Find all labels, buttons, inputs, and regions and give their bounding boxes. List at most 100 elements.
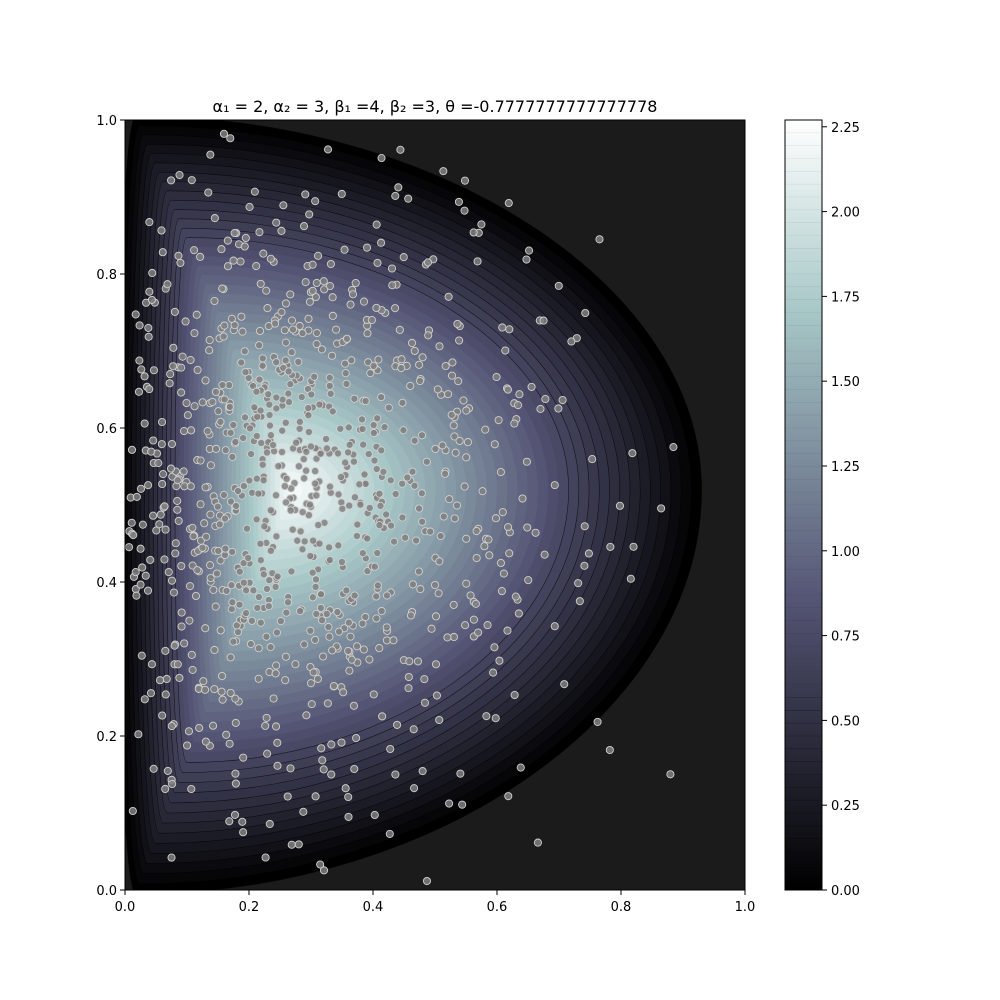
- scatter-point: [249, 586, 258, 595]
- scatter-point: [580, 561, 589, 570]
- scatter-point: [304, 411, 313, 420]
- scatter-point: [184, 727, 193, 736]
- scatter-point: [337, 189, 346, 199]
- scatter-point: [356, 500, 365, 509]
- scatter-point: [226, 653, 235, 662]
- scatter-point: [252, 474, 261, 483]
- scatter-point: [541, 394, 550, 404]
- scatter-point: [560, 680, 569, 689]
- scatter-point: [369, 361, 378, 370]
- scatter-point: [238, 327, 247, 336]
- scatter-point: [218, 380, 227, 390]
- colorbar-tick-label: 1.50: [831, 375, 860, 390]
- scatter-point: [134, 730, 143, 739]
- scatter-point: [175, 170, 184, 180]
- scatter-point: [497, 587, 506, 596]
- scatter-point: [288, 325, 298, 334]
- y-tick-label: 0.0: [96, 884, 117, 899]
- scatter-point: [477, 220, 486, 229]
- scatter-point: [183, 741, 192, 750]
- scatter-point: [312, 278, 321, 288]
- scatter-point: [319, 765, 328, 774]
- scatter-point: [377, 154, 386, 163]
- scatter-point: [443, 633, 452, 642]
- scatter-point: [272, 393, 281, 402]
- scatter-point: [131, 310, 140, 319]
- scatter-point: [333, 449, 343, 458]
- scatter-point: [414, 567, 423, 576]
- scatter-point: [581, 308, 590, 318]
- scatter-point: [350, 394, 359, 403]
- scatter-point: [567, 337, 576, 346]
- scatter-point: [252, 262, 261, 271]
- scatter-point: [241, 233, 250, 243]
- scatter-point: [157, 417, 167, 427]
- scatter-point: [190, 329, 199, 338]
- scatter-point: [483, 621, 492, 630]
- scatter-point: [455, 436, 464, 446]
- scatter-point: [342, 586, 351, 595]
- scatter-point: [256, 539, 265, 548]
- scatter-point: [161, 525, 170, 534]
- scatter-point: [157, 440, 166, 449]
- scatter-point: [334, 541, 343, 550]
- scatter-point: [161, 690, 170, 699]
- scatter-point: [531, 528, 540, 537]
- scatter-point: [220, 514, 230, 523]
- scatter-point: [367, 315, 376, 325]
- scatter-point: [382, 623, 391, 632]
- scatter-point: [293, 536, 302, 545]
- scatter-point: [491, 714, 500, 723]
- scatter-point: [173, 496, 182, 505]
- scatter-point: [220, 321, 229, 330]
- scatter-point: [233, 487, 243, 496]
- scatter-point: [316, 590, 326, 599]
- scatter-point: [339, 688, 348, 697]
- scatter-point: [160, 555, 169, 564]
- scatter-point: [165, 379, 174, 388]
- scatter-point: [455, 336, 464, 345]
- scatter-point: [256, 618, 265, 627]
- scatter-point: [328, 407, 337, 416]
- scatter-point: [424, 331, 433, 340]
- scatter-point: [272, 358, 281, 367]
- scatter-point: [144, 481, 153, 490]
- scatter-point: [260, 522, 269, 531]
- scatter-point: [357, 415, 367, 424]
- scatter-point: [272, 722, 281, 731]
- scatter-point: [253, 603, 262, 612]
- scatter-point: [472, 553, 481, 563]
- scatter-point: [404, 672, 413, 682]
- scatter-point: [177, 622, 186, 631]
- scatter-point: [232, 621, 241, 630]
- scatter-point: [438, 441, 447, 450]
- scatter-point: [158, 248, 167, 257]
- scatter-point: [412, 536, 421, 545]
- scatter-point: [269, 440, 278, 450]
- scatter-point: [305, 297, 314, 306]
- scatter-point: [155, 676, 165, 685]
- scatter-point: [490, 440, 499, 449]
- scatter-point: [359, 440, 368, 449]
- scatter-point: [210, 296, 219, 306]
- scatter-point: [262, 448, 271, 457]
- scatter-point: [410, 481, 419, 490]
- scatter-point: [167, 721, 176, 731]
- scatter-point: [269, 694, 278, 703]
- scatter-point: [313, 674, 322, 683]
- scatter-point: [441, 469, 450, 478]
- scatter-point: [418, 353, 427, 362]
- scatter-point: [415, 360, 424, 369]
- scatter-point: [191, 591, 200, 601]
- scatter-point: [273, 738, 282, 747]
- x-tick-label: 1.0: [735, 900, 756, 915]
- x-tick-label: 0.2: [239, 900, 260, 915]
- scatter-point: [484, 535, 493, 544]
- scatter-point: [147, 660, 157, 669]
- scatter-point: [365, 655, 374, 664]
- scatter-point: [460, 482, 469, 491]
- scatter-point: [167, 464, 176, 473]
- scatter-point: [550, 481, 559, 490]
- scatter-point: [298, 508, 307, 517]
- scatter-point: [344, 646, 353, 656]
